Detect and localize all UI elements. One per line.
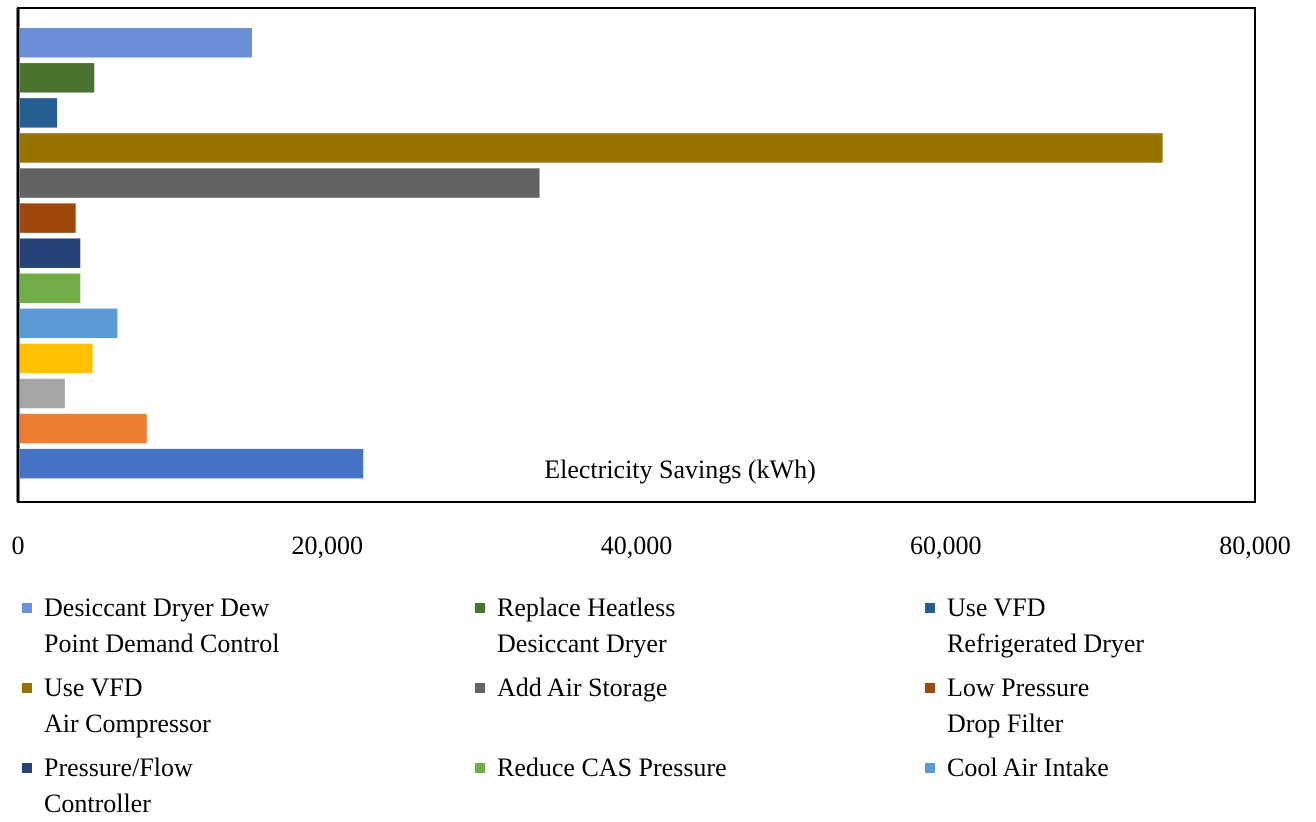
legend-label: Use VFD Air Compressor	[44, 673, 211, 738]
bar	[20, 413, 147, 444]
plot-frame	[17, 7, 1256, 503]
legend-label: Replace Heatless Desiccant Dryer	[497, 593, 676, 658]
legend-swatch	[925, 603, 935, 613]
x-tick-label: 0	[12, 531, 25, 560]
legend-label: Reduce CAS Pressure	[497, 753, 727, 782]
legend-label: Cool Air Intake	[947, 753, 1109, 782]
bar	[20, 238, 81, 268]
bar	[20, 448, 364, 479]
bar	[20, 168, 540, 198]
x-tick-label: 80,000	[1219, 531, 1291, 560]
legend-swatch	[475, 683, 485, 693]
legend-swatch	[925, 763, 935, 773]
legend-swatch	[22, 683, 32, 693]
bar	[20, 98, 58, 128]
bar	[20, 203, 76, 233]
legend-swatch	[22, 763, 32, 773]
x-tick-label: 60,000	[910, 531, 982, 560]
bar	[20, 273, 81, 304]
legend-label: Pressure/Flow Controller	[44, 753, 193, 818]
bar	[20, 133, 1163, 163]
legend-label: Low Pressure Drop Filter	[947, 673, 1090, 738]
legend-label: Desiccant Dryer Dew Point Demand Control	[44, 593, 280, 658]
x-tick-label: 40,000	[601, 531, 673, 560]
bar	[20, 343, 93, 374]
page: 0 20,000 40,000 60,000 80,000 Electricity Sav…	[11, 7, 1291, 818]
legend-swatch	[22, 603, 32, 613]
legend-swatch	[475, 603, 485, 613]
bar	[20, 378, 65, 409]
bar	[20, 63, 95, 93]
bar	[20, 28, 252, 58]
chart: 0 20,000 40,000 60,000 80,000 Electricity Sav…	[12, 7, 1291, 560]
x-tick-label: 20,000	[292, 531, 364, 560]
category-label: Electricity Savings (kWh)	[544, 455, 815, 484]
legend-label: Use VFD Refrigerated Dryer	[947, 593, 1145, 658]
legend-label: Add Air Storage	[497, 673, 668, 702]
legend-swatch	[475, 763, 485, 773]
legend-swatch	[925, 683, 935, 693]
bar	[20, 308, 118, 339]
